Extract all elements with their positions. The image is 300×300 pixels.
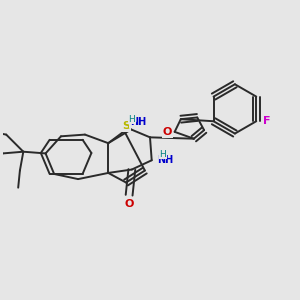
Text: O: O (162, 127, 172, 137)
Text: H: H (128, 115, 135, 124)
Text: NH: NH (130, 117, 146, 127)
Text: F: F (263, 116, 270, 126)
Text: NH: NH (157, 155, 173, 165)
Text: S: S (122, 121, 130, 131)
Text: H: H (159, 150, 166, 159)
Text: O: O (124, 199, 134, 209)
